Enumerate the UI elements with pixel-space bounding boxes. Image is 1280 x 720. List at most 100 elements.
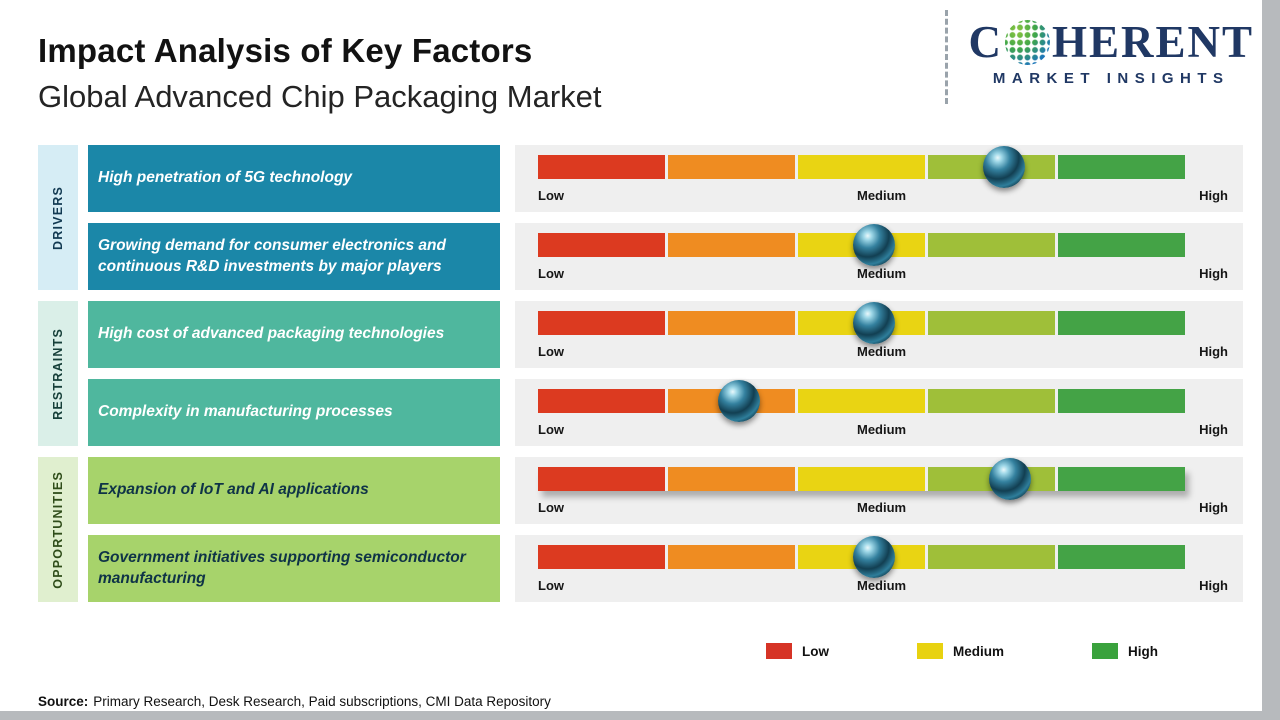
impact-bar <box>538 536 1185 578</box>
bar-segment <box>538 389 665 413</box>
category-column: DRIVERS RESTRAINTS OPPORTUNITIES <box>38 145 78 602</box>
category-block: OPPORTUNITIES <box>38 457 78 602</box>
legend-label: High <box>1128 643 1159 659</box>
bar-segment <box>538 467 665 491</box>
impact-row: Government initiatives supporting semico… <box>88 535 1243 602</box>
impact-bar <box>538 224 1185 266</box>
bar-segment <box>1058 467 1185 491</box>
header: Impact Analysis of Key Factors Global Ad… <box>38 32 602 115</box>
scale-label-low: Low <box>538 266 564 281</box>
page-title: Impact Analysis of Key Factors <box>38 32 533 69</box>
impact-marker <box>853 224 896 266</box>
impact-row: High penetration of 5G technology Low Me… <box>88 145 1243 212</box>
scale-label-medium: Medium <box>856 344 907 359</box>
scale-label-low: Low <box>538 500 564 515</box>
bar-segment <box>1058 389 1185 413</box>
bar-segment <box>928 233 1055 257</box>
impact-bar-panel: Low Medium High <box>515 379 1243 446</box>
legend-label: Medium <box>953 643 1005 659</box>
scale-label-medium: Medium <box>856 578 907 593</box>
brand-name-suffix: HERENT <box>1051 17 1254 67</box>
impact-row: Complexity in manufacturing processes Lo… <box>88 379 1243 446</box>
scale-label-medium: Medium <box>856 422 907 437</box>
scale-label-medium: Medium <box>856 500 907 515</box>
factor-box: Complexity in manufacturing processes <box>88 379 500 446</box>
brand-name: C HERENT <box>968 20 1254 65</box>
bar-segment <box>1058 233 1185 257</box>
bar-segment <box>538 155 665 179</box>
impact-row: Expansion of IoT and AI applications Low… <box>88 457 1243 524</box>
impact-bar-panel: Low Medium High <box>515 535 1243 602</box>
impact-matrix: DRIVERS RESTRAINTS OPPORTUNITIES High pe… <box>38 145 1243 602</box>
scale-label-high: High <box>1199 578 1228 593</box>
bar-segment <box>668 545 795 569</box>
scale-label-low: Low <box>538 422 564 437</box>
brand-tagline: MARKET INSIGHTS <box>992 70 1230 87</box>
legend-item-low: Low <box>766 643 829 659</box>
scale-label-high: High <box>1199 500 1228 515</box>
impact-bar-panel: Low Medium High <box>515 145 1243 212</box>
factor-label: Government initiatives supporting semico… <box>98 549 466 587</box>
impact-bar-panel: Low Medium High <box>515 223 1243 290</box>
factor-label: Expansion of IoT and AI applications <box>98 481 369 499</box>
legend-item-high: High <box>1092 643 1158 659</box>
source-note: Source: Primary Research, Desk Research, … <box>38 694 551 709</box>
bar-segment <box>798 155 925 179</box>
impact-bar <box>538 380 1185 422</box>
impact-marker <box>717 380 760 422</box>
impact-bar-panel: Low Medium High <box>515 457 1243 524</box>
scale-labels: Low Medium High <box>538 188 1228 203</box>
bar-segment <box>538 545 665 569</box>
legend-swatch <box>766 643 792 659</box>
scale-label-low: Low <box>538 188 564 203</box>
bar-segment <box>668 311 795 335</box>
bar-segment <box>1058 311 1185 335</box>
factor-box: High penetration of 5G technology <box>88 145 500 212</box>
impact-row: High cost of advanced packaging technolo… <box>88 301 1243 368</box>
legend-label: Low <box>802 643 829 659</box>
scale-label-high: High <box>1199 266 1228 281</box>
scale-label-high: High <box>1199 422 1228 437</box>
page-subtitle: Global Advanced Chip Packaging Market <box>38 79 602 114</box>
scale-label-low: Low <box>538 344 564 359</box>
factor-label: High penetration of 5G technology <box>98 169 353 187</box>
source-prefix: Source: <box>38 694 89 709</box>
scale-label-low: Low <box>538 578 564 593</box>
scale-labels: Low Medium High <box>538 344 1228 359</box>
bar-segment <box>928 389 1055 413</box>
legend-swatch <box>917 643 943 659</box>
factor-label: High cost of advanced packaging technolo… <box>98 325 445 343</box>
legend-swatch <box>1092 643 1119 659</box>
scale-labels: Low Medium High <box>538 422 1228 437</box>
bar-segment <box>538 311 665 335</box>
logo-divider-dashed-line <box>945 10 948 104</box>
bar-segment <box>668 233 795 257</box>
bar-segment <box>668 155 795 179</box>
scale-labels: Low Medium High <box>538 266 1228 281</box>
factor-box: Growing demand for consumer electronics … <box>88 223 500 290</box>
category-label-drivers: DRIVERS <box>51 185 65 250</box>
impact-bar <box>538 458 1185 500</box>
factor-box: High cost of advanced packaging technolo… <box>88 301 500 368</box>
source-text: Primary Research, Desk Research, Paid su… <box>93 694 551 709</box>
bar-segment <box>798 467 925 491</box>
category-block: RESTRAINTS <box>38 301 78 446</box>
bar-segment <box>1058 155 1185 179</box>
bar-segment <box>798 389 925 413</box>
category-label-opportunities: OPPORTUNITIES <box>51 470 65 589</box>
impact-marker <box>853 536 896 578</box>
impact-rows: High penetration of 5G technology Low Me… <box>88 145 1243 602</box>
bar-segment <box>928 311 1055 335</box>
impact-marker <box>853 302 896 344</box>
factor-box: Government initiatives supporting semico… <box>88 535 500 602</box>
brand-name-prefix: C <box>968 17 1003 67</box>
scale-label-medium: Medium <box>856 266 907 281</box>
bar-segment <box>928 545 1055 569</box>
scale-label-medium: Medium <box>856 188 907 203</box>
scale-label-high: High <box>1199 188 1228 203</box>
bar-segment <box>1058 545 1185 569</box>
scale-label-high: High <box>1199 344 1228 359</box>
scale-labels: Low Medium High <box>538 578 1228 593</box>
bar-segment <box>668 467 795 491</box>
